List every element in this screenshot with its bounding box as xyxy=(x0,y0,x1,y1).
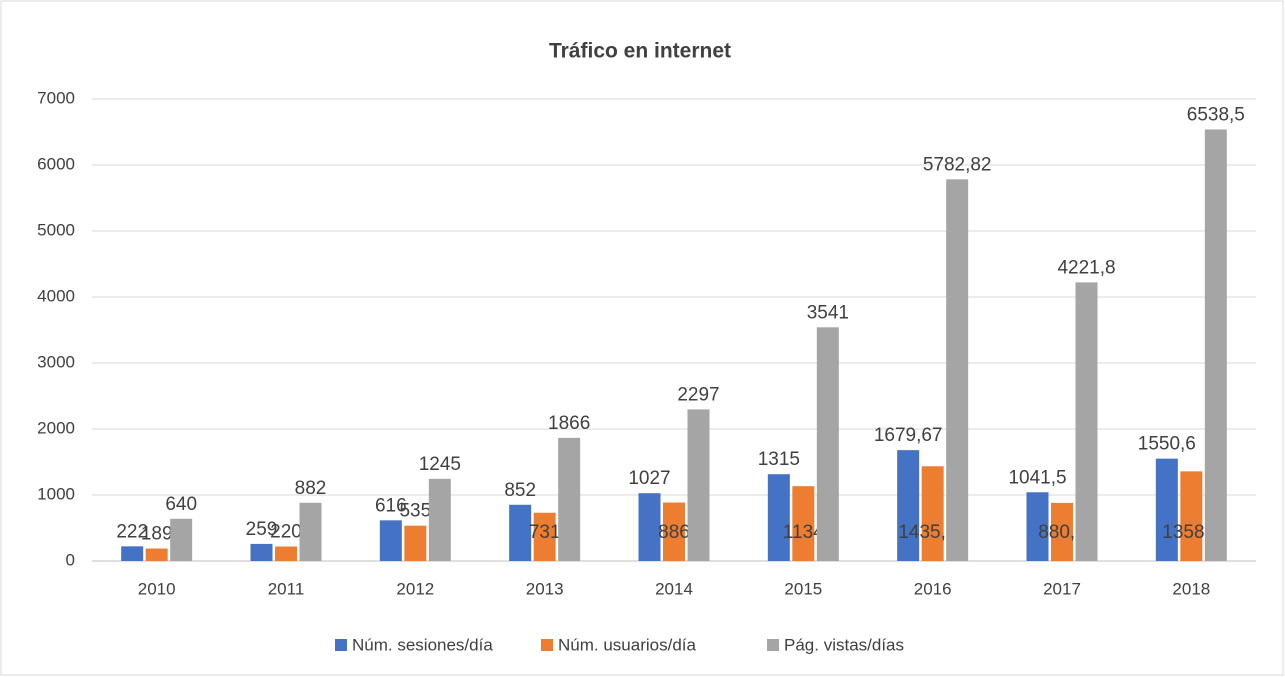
bar xyxy=(1075,282,1098,561)
y-tick-label: 0 xyxy=(66,550,75,569)
data-label: 1866 xyxy=(548,413,590,434)
x-tick-label: 2018 xyxy=(1172,579,1210,598)
x-tick-label: 2013 xyxy=(526,579,564,598)
data-label: 1679,67 xyxy=(874,425,943,446)
data-label: 2297 xyxy=(677,384,719,405)
y-tick-label: 3000 xyxy=(37,352,75,371)
legend-swatch xyxy=(335,639,347,651)
bar xyxy=(1155,458,1178,561)
x-tick-label: 2016 xyxy=(914,579,952,598)
data-label: 189 xyxy=(141,524,173,545)
data-label: 259 xyxy=(246,519,278,540)
data-label: 852 xyxy=(504,480,536,501)
bar xyxy=(1180,471,1203,561)
y-tick-label: 1000 xyxy=(37,484,75,503)
bar xyxy=(1026,492,1049,561)
bar xyxy=(638,493,661,561)
bar xyxy=(299,502,322,561)
data-label: 1245 xyxy=(419,454,461,475)
bar xyxy=(533,512,556,561)
x-tick-label: 2011 xyxy=(268,579,305,598)
data-label: 4221,8 xyxy=(1057,257,1115,278)
y-tick-label: 5000 xyxy=(37,220,75,239)
data-label: 1027 xyxy=(628,468,670,489)
data-label: 5782,82 xyxy=(923,154,992,175)
bar xyxy=(404,525,427,561)
bar xyxy=(1051,502,1073,561)
bar xyxy=(509,504,532,561)
data-label: 6538,5 xyxy=(1187,104,1245,125)
data-label: 1550,6 xyxy=(1138,434,1196,455)
bar xyxy=(897,450,920,561)
data-label: 1315 xyxy=(758,449,800,470)
bar xyxy=(767,474,790,561)
bar xyxy=(687,409,710,561)
data-label: 1134 xyxy=(783,522,824,543)
x-tick-label: 2014 xyxy=(655,579,693,598)
data-label: 882 xyxy=(295,478,327,499)
bar xyxy=(946,179,969,562)
bar xyxy=(428,478,451,561)
bar xyxy=(663,502,685,561)
data-label: 220 xyxy=(270,521,302,542)
legend-swatch xyxy=(767,639,779,651)
bar xyxy=(145,548,168,561)
data-label: 886 xyxy=(658,522,690,543)
x-tick-label: 2010 xyxy=(138,579,176,598)
bar xyxy=(379,520,402,561)
bar xyxy=(250,543,273,561)
bar xyxy=(1204,129,1227,562)
data-label: 3541 xyxy=(807,302,849,323)
data-label: 222 xyxy=(116,521,148,542)
data-label: 880,6 xyxy=(1038,522,1086,543)
bar xyxy=(921,466,944,561)
chart-title: Tráfico en internet xyxy=(549,40,731,63)
y-tick-label: 4000 xyxy=(37,286,75,305)
bar xyxy=(792,486,815,561)
data-label: 640 xyxy=(165,494,197,515)
bar xyxy=(170,518,193,561)
y-tick-label: 2000 xyxy=(37,418,75,437)
data-label: 731 xyxy=(529,522,561,543)
legend-label: Núm. sesiones/día xyxy=(352,635,493,654)
data-label: 616 xyxy=(375,495,407,516)
bar xyxy=(275,546,297,561)
bar xyxy=(121,546,144,561)
legend-label: Núm. usuarios/día xyxy=(558,635,696,654)
bar xyxy=(816,327,839,561)
legend-swatch xyxy=(541,639,553,651)
x-tick-label: 2017 xyxy=(1043,579,1081,598)
x-tick-label: 2015 xyxy=(784,579,822,598)
y-tick-label: 7000 xyxy=(37,88,75,107)
x-tick-label: 2012 xyxy=(396,579,434,598)
data-label: 535 xyxy=(399,501,431,522)
y-tick-label: 6000 xyxy=(37,154,75,173)
legend-label: Pág. vistas/días xyxy=(784,635,904,654)
bar xyxy=(558,437,581,561)
data-label: 1041,5 xyxy=(1008,467,1066,488)
